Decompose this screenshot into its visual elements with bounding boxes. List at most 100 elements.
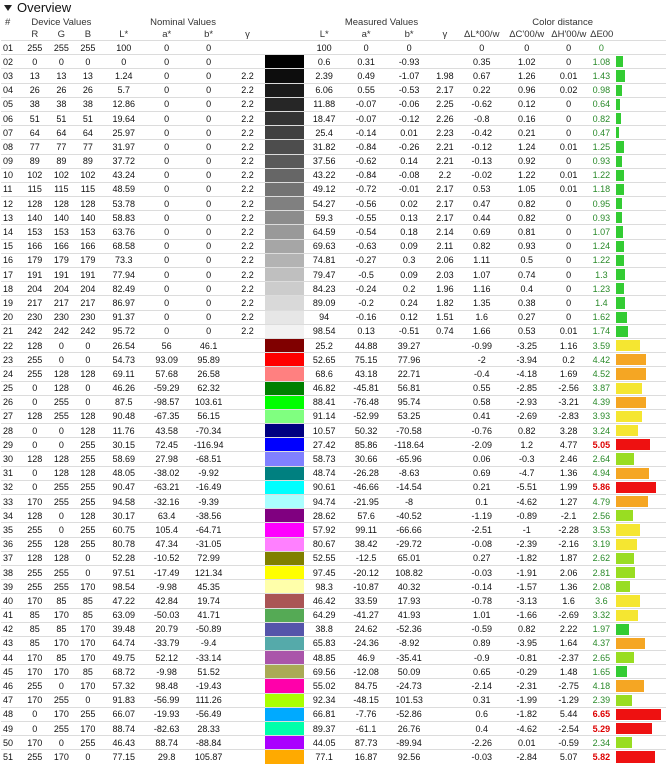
overview-header[interactable]: Overview xyxy=(0,0,670,16)
row-index: 51 xyxy=(3,751,14,762)
delta-c: -0.81 xyxy=(516,652,537,663)
delta-e: 5.86 xyxy=(592,482,611,493)
measured-a: 0.55 xyxy=(357,85,375,96)
delta-e: 5.82 xyxy=(592,751,611,762)
measured-l: 10.57 xyxy=(312,425,336,436)
nominal-gamma: 2.2 xyxy=(241,113,254,124)
device-b: 191 xyxy=(80,269,96,280)
device-r: 255 xyxy=(27,368,43,379)
delta-e-bar xyxy=(615,409,666,423)
col-delta-h: ΔH'00/w xyxy=(551,28,587,40)
nominal-b: -31.05 xyxy=(195,539,222,550)
device-r: 170 xyxy=(27,737,43,748)
device-b: 0 xyxy=(85,695,91,706)
nominal-b: 19.74 xyxy=(197,595,220,606)
delta-e: 1.24 xyxy=(592,241,611,252)
measured-b: 50.09 xyxy=(397,666,421,677)
nominal-l: 100 xyxy=(116,42,132,53)
delta-e: 1.23 xyxy=(592,283,611,294)
device-b: 255 xyxy=(80,737,96,748)
table-row: 16 179 179 179 73.3 0 0 2.2 74.81 -0.27 0.3 2.06 1.1… xyxy=(1,253,666,268)
delta-e: 1.43 xyxy=(592,70,611,81)
delta-l: 0.21 xyxy=(472,482,491,493)
device-r: 77 xyxy=(29,141,40,152)
delta-l: 0.69 xyxy=(472,227,491,238)
measured-a: 16.87 xyxy=(354,751,378,762)
nominal-l: 88.74 xyxy=(112,723,135,734)
delta-l: 0.53 xyxy=(472,184,491,195)
nominal-b: 0 xyxy=(206,170,212,181)
table-row: 33 170 255 255 94.58 -32.16 -9.39 94.74 -21.95 -8… xyxy=(1,494,666,509)
delta-c: 1.05 xyxy=(517,184,536,195)
nominal-l: 19.64 xyxy=(112,113,135,124)
color-swatch xyxy=(264,395,304,410)
nominal-gamma: 2.2 xyxy=(241,198,254,209)
device-b: 255 xyxy=(80,42,96,53)
delta-h: 0.01 xyxy=(559,326,578,337)
delta-l: 0.89 xyxy=(472,638,491,649)
row-index: 18 xyxy=(3,283,14,294)
device-r: 0 xyxy=(32,468,38,479)
nominal-gamma: 2.2 xyxy=(241,227,254,238)
nominal-a: 0 xyxy=(164,113,170,124)
color-swatch xyxy=(264,650,304,665)
delta-e-bar-fill xyxy=(615,155,622,167)
row-index: 39 xyxy=(3,581,14,592)
table-row: 08 77 77 77 31.97 0 0 2.2 31.82 -0.84 -0.26 2.21 -0.… xyxy=(1,139,666,154)
delta-e-bar-fill xyxy=(615,708,661,720)
measured-b: 0.14 xyxy=(400,156,418,167)
delta-e-bar-fill xyxy=(615,510,634,522)
measured-l: 43.22 xyxy=(312,170,336,181)
measured-gamma xyxy=(431,509,460,523)
measured-a: -0.24 xyxy=(355,283,377,294)
device-g: 170 xyxy=(53,638,69,649)
color-swatch xyxy=(264,749,304,764)
delta-e-bar-fill xyxy=(615,98,621,110)
nominal-a: -98.57 xyxy=(153,397,180,408)
nominal-a: -19.93 xyxy=(153,709,180,720)
device-r: 170 xyxy=(27,695,43,706)
table-row: 09 89 89 89 37.72 0 0 2.2 37.56 -0.62 0.14 2.21 -0.1… xyxy=(1,154,666,169)
measured-gamma xyxy=(431,381,460,395)
col-delta-e: ΔE00 xyxy=(590,28,614,40)
measured-b: 53.25 xyxy=(397,411,421,422)
delta-e-bar xyxy=(615,736,666,750)
table-row: 03 13 13 13 1.24 0 0 2.2 2.39 0.49 -1.07 1.98 0.67 1.… xyxy=(1,68,666,84)
delta-h: 0.01 xyxy=(559,170,578,181)
row-index: 08 xyxy=(3,141,14,152)
color-swatch xyxy=(264,338,304,353)
measured-a: -24.36 xyxy=(353,638,379,649)
delta-c: 0.27 xyxy=(517,312,536,323)
row-index: 50 xyxy=(3,737,14,748)
delta-l: -0.99 xyxy=(471,340,492,351)
delta-l: -0.12 xyxy=(471,141,492,152)
measured-l: 27.42 xyxy=(312,439,336,450)
device-b: 0 xyxy=(85,397,91,408)
device-g: 170 xyxy=(53,610,69,621)
measured-b: 0.09 xyxy=(400,269,418,280)
delta-l: -0.42 xyxy=(471,127,492,138)
device-g: 64 xyxy=(56,127,67,138)
delta-h: 0 xyxy=(566,212,572,223)
delta-l: 0.55 xyxy=(472,383,491,394)
nominal-l: 66.07 xyxy=(112,709,135,720)
device-b: 255 xyxy=(80,496,96,507)
nominal-gamma: 2.2 xyxy=(241,283,254,294)
color-table: # Device Values Nominal Values Measured … xyxy=(1,16,666,764)
device-r: 255 xyxy=(27,539,43,550)
delta-e: 3.53 xyxy=(592,524,611,535)
nominal-gamma xyxy=(230,353,265,367)
table-row: 35 255 0 255 60.75 105.4 -64.71 57.92 99.11 -66.6… xyxy=(1,522,666,538)
nominal-gamma xyxy=(230,41,265,55)
delta-e: 3.6 xyxy=(595,595,608,606)
nominal-a: 0 xyxy=(164,170,170,181)
measured-l: 94.74 xyxy=(312,496,336,507)
table-row: 15 166 166 166 68.58 0 0 2.2 69.63 -0.63 0.09 2.11 0… xyxy=(1,239,666,254)
color-swatch xyxy=(264,508,304,523)
delta-e-bar-fill xyxy=(615,595,641,607)
delta-l: 0.41 xyxy=(472,411,491,422)
device-b: 242 xyxy=(80,326,96,337)
nominal-gamma xyxy=(230,707,265,721)
delta-e-bar-fill xyxy=(615,496,649,508)
device-g: 153 xyxy=(53,227,69,238)
